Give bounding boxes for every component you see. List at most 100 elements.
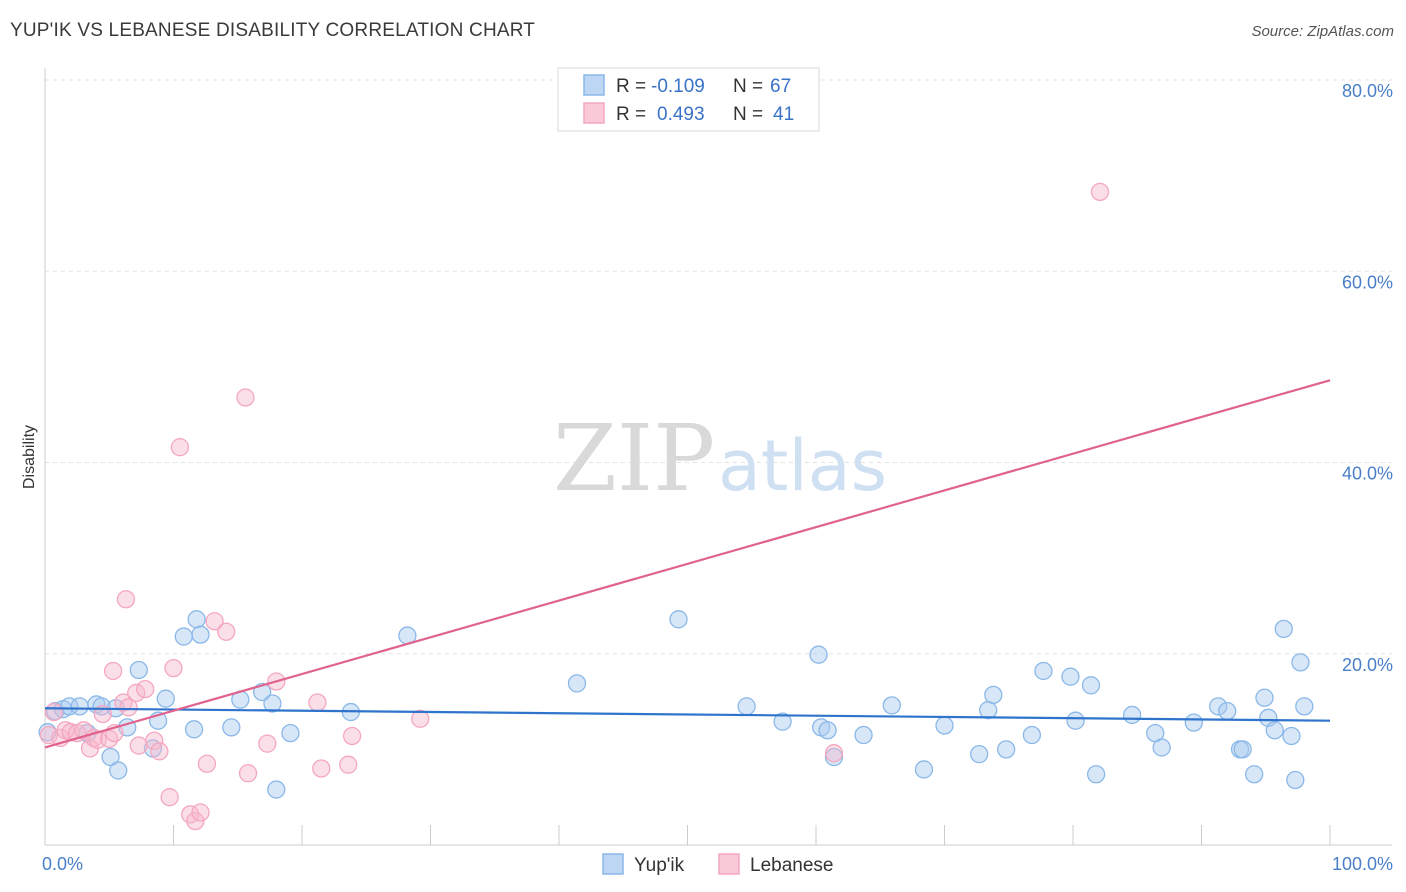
legend-n-value-yupik: 67 (770, 76, 791, 97)
legend-r-label-lebanese: R = (616, 104, 646, 125)
legend-n-value-lebanese: 41 (773, 104, 794, 125)
trend-lines (44, 379, 1331, 749)
lebanese-point-0 (39, 725, 59, 745)
yupik-point-38 (935, 716, 954, 735)
lebanese-point-13 (103, 661, 123, 681)
yupik-point-65 (1295, 697, 1314, 716)
lebanese-point-29 (205, 612, 224, 631)
lebanese-point-23 (164, 658, 183, 678)
series-swatch-yupik (602, 853, 624, 875)
yupik-point-28 (669, 610, 688, 629)
lebanese-point-31 (236, 388, 255, 407)
lebanese-point-21 (150, 742, 169, 761)
lebanese-point-17 (127, 683, 146, 703)
legend-r-label-yupik: R = (616, 76, 646, 97)
yupik-point-15 (156, 689, 175, 708)
legend-n-label-lebanese: N = (733, 104, 763, 125)
lebanese-point-28 (197, 754, 217, 773)
lebanese-point-24 (170, 438, 190, 457)
yupik-point-53 (1209, 697, 1228, 716)
lebanese-point-38 (342, 726, 362, 746)
watermark-atlas: atlas (718, 425, 887, 507)
yupik-point-49 (1122, 705, 1142, 725)
yupik-point-24 (281, 723, 300, 743)
yupik-point-33 (818, 721, 837, 740)
y-tick-label-2: 60.0% (1342, 272, 1393, 292)
tick-labels: 20.0% 40.0% 60.0% 80.0% 0.0% 100.0% (42, 81, 1393, 874)
yupik-point-29 (737, 697, 756, 716)
yupik-point-60 (1265, 721, 1284, 740)
yupik-point-16 (174, 627, 193, 646)
yupik-point-63 (1286, 770, 1305, 790)
yupik-point-64 (1291, 653, 1310, 672)
watermark: ZIP atlas (553, 405, 887, 512)
x-tick-label-0: 0.0% (42, 854, 83, 874)
lebanese-point-26 (186, 811, 205, 831)
yupik-point-62 (1282, 726, 1301, 746)
yupik-point-66 (191, 625, 210, 644)
lebanese-point-27 (191, 803, 210, 822)
series-legend: Yup'ik Lebanese (602, 853, 833, 876)
series-label-lebanese: Lebanese (750, 855, 833, 876)
yupik-point-18 (187, 610, 206, 629)
legend-r-value-yupik: -0.109 (651, 76, 705, 97)
yupik-point-51 (1152, 738, 1171, 757)
y-tick-label-3: 80.0% (1342, 81, 1393, 101)
lebanese-point-19 (136, 679, 155, 699)
lebanese-point-15 (119, 698, 138, 717)
yupik-point-52 (1184, 713, 1203, 732)
yupik-point-48 (1086, 765, 1106, 784)
yupik-point-30 (773, 712, 792, 731)
yupik-point-58 (1255, 688, 1274, 707)
lebanese-point-1 (44, 702, 64, 722)
legend-r-value-lebanese: 0.493 (657, 104, 705, 125)
yupik-point-57 (1245, 765, 1264, 784)
yupik-point-37 (914, 760, 934, 779)
series-swatch-lebanese (718, 853, 740, 875)
y-tick-label-0: 20.0% (1342, 655, 1393, 675)
lebanese-point-37 (339, 755, 358, 774)
y-tick-label-1: 40.0% (1342, 464, 1393, 484)
yupik-point-17 (184, 720, 204, 739)
yupik-trend-line (44, 707, 1331, 722)
source-label: Source: ZipAtlas.com (1251, 23, 1394, 40)
yupik-point-7 (92, 697, 111, 716)
yupik-point-61 (1274, 619, 1293, 639)
legend: R = -0.109 N = 67 R = 0.493 N = 41 (557, 67, 820, 132)
yupik-points (38, 610, 1314, 799)
yupik-point-12 (129, 660, 148, 680)
yupik-point-35 (854, 725, 873, 745)
lebanese-point-35 (308, 693, 327, 712)
legend-n-label-yupik: N = (733, 76, 763, 97)
lebanese-point-36 (312, 759, 331, 778)
lebanese-point-20 (145, 731, 164, 750)
yupik-point-23 (267, 780, 286, 799)
yupik-point-36 (882, 696, 901, 715)
yupik-point-4 (70, 697, 89, 716)
yupik-point-56 (1233, 740, 1252, 759)
watermark-zip: ZIP (553, 405, 715, 512)
yupik-point-46 (1066, 711, 1085, 730)
lebanese-point-40 (824, 744, 844, 763)
lebanese-point-30 (217, 622, 236, 641)
lebanese-point-41 (1090, 182, 1110, 202)
yupik-point-31 (809, 645, 828, 664)
yupik-point-19 (222, 718, 241, 737)
legend-swatch-yupik (583, 74, 605, 96)
yupik-point-39 (970, 745, 989, 764)
lebanese-point-18 (129, 736, 148, 755)
yupik-point-45 (1061, 667, 1080, 686)
lebanese-point-39 (411, 709, 430, 728)
yupik-point-40 (979, 701, 998, 720)
yupik-point-10 (109, 761, 128, 780)
lebanese-point-22 (160, 788, 179, 807)
x-tick-label-1: 100.0% (1332, 854, 1393, 874)
yupik-point-47 (1081, 676, 1101, 695)
yupik-point-41 (984, 685, 1003, 705)
lebanese-point-32 (238, 764, 258, 783)
yupik-point-43 (1022, 725, 1042, 745)
y-axis-label: Disability (21, 425, 38, 489)
lebanese-trend-line (44, 379, 1331, 749)
yupik-point-44 (1034, 661, 1053, 681)
